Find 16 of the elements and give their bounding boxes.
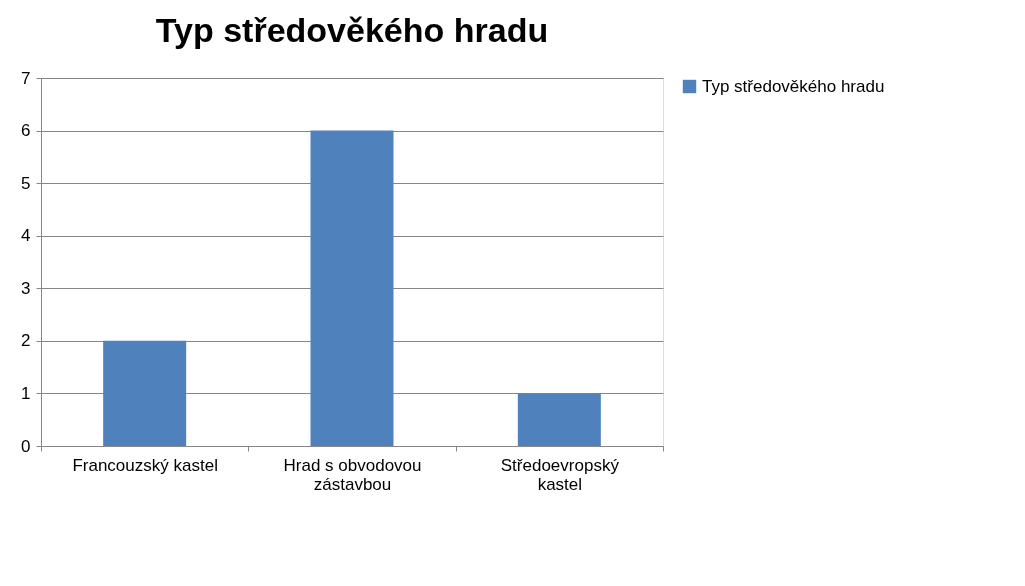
- y-tick-label: 2: [21, 331, 31, 351]
- bar: [310, 130, 394, 446]
- x-tick-label: Středoevropský kastel: [500, 455, 620, 494]
- y-tick-label: 4: [21, 226, 31, 246]
- y-tick-label: 0: [21, 436, 31, 456]
- y-tick-label: 6: [21, 121, 31, 141]
- y-tick-label: 7: [21, 68, 31, 88]
- bar: [103, 340, 187, 446]
- y-tick-label: 3: [21, 278, 31, 298]
- chart-title: Typ středověkého hradu: [155, 11, 549, 49]
- y-tick-label: 5: [21, 173, 31, 193]
- x-tick-label: Hrad s obvodovou zástavbou: [283, 455, 422, 494]
- y-tick-label: 1: [21, 383, 31, 403]
- x-tick-label: Francouzský kastel: [72, 455, 218, 475]
- legend-label: Typ středověkého hradu: [702, 76, 885, 96]
- bar: [517, 393, 601, 446]
